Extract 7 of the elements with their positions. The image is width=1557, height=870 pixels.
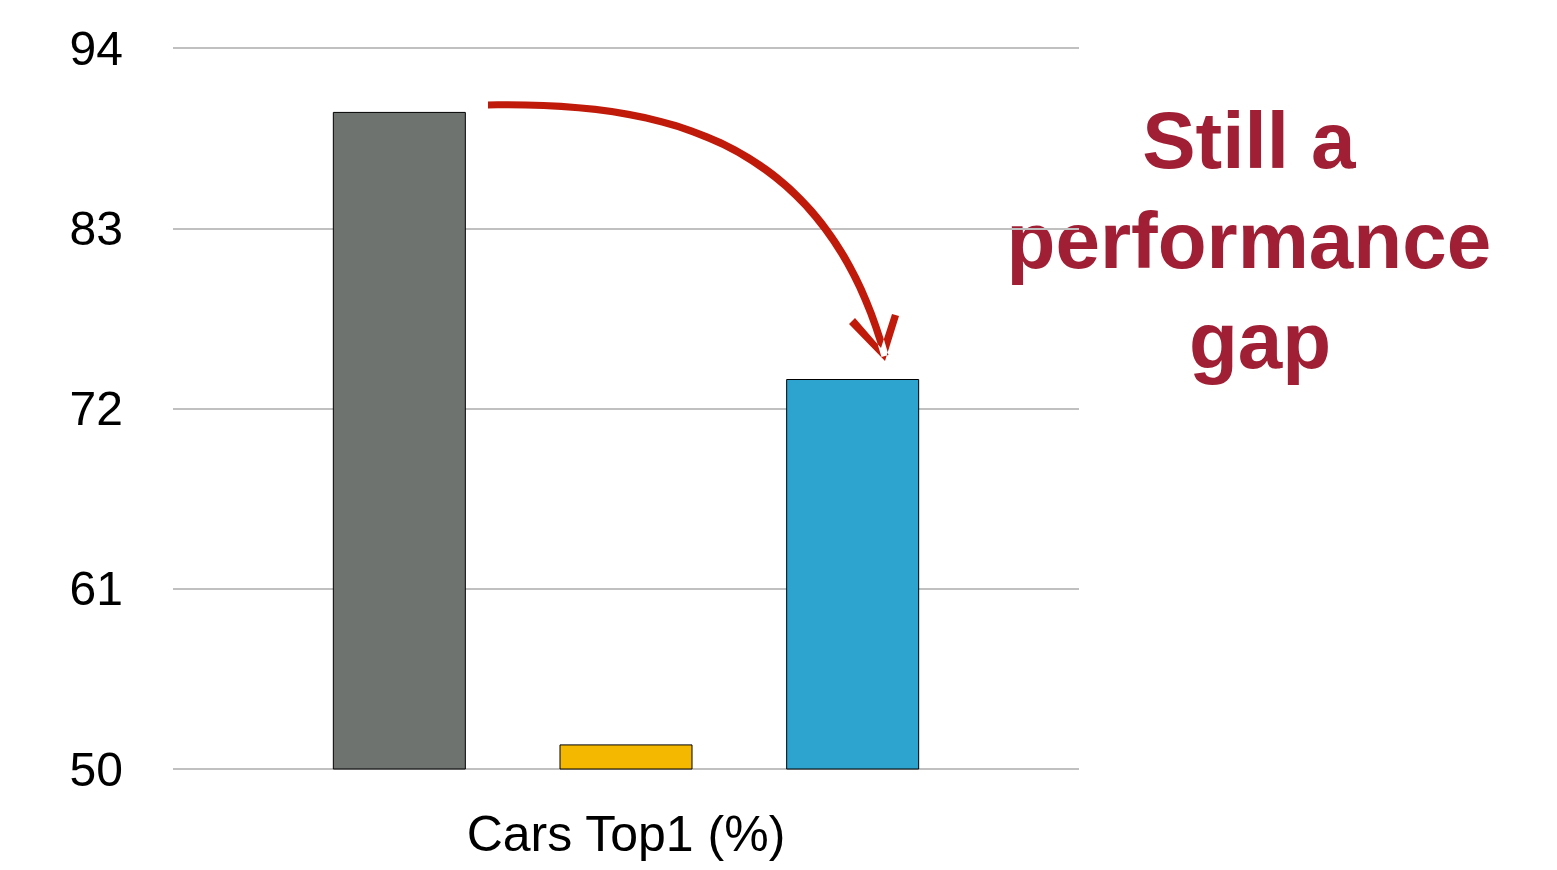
y-tick-label: 94 (69, 21, 123, 75)
y-tick-label: 83 (69, 201, 123, 255)
y-tick-label: 61 (69, 562, 123, 616)
annotation: Still a performance gap (1006, 95, 1514, 385)
x-axis-title: Cars Top1 (%) (466, 806, 786, 862)
y-tick-label: 72 (69, 382, 123, 435)
y-tick-label: 50 (69, 742, 123, 796)
